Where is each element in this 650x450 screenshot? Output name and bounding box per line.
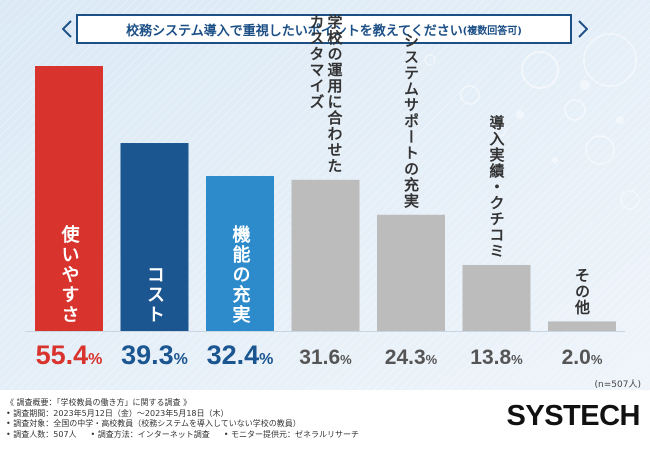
category-label-4-1: 学校の運用に合わせた — [326, 13, 344, 174]
chart-title-suffix: (複数回答可) — [462, 25, 522, 37]
footer — [0, 390, 650, 450]
category-label-1: 使いやすさ — [59, 225, 81, 325]
category-label-3: 機能の充実 — [230, 224, 251, 325]
category-label-7: その他 — [573, 267, 591, 315]
value-label-1: 55.4% — [36, 340, 103, 370]
chart-title-box: 校務システム導入で重視したいポイントを教えてください (複数回答可) — [76, 14, 572, 44]
value-label-7: 2.0% — [562, 346, 603, 369]
survey-notes: 《 調査概要：「学校教員の働き方」に関する調査 》 • 調査期間：2023年5月… — [6, 398, 359, 440]
survey-detail-row: • 調査人数：507人 • 調査方法：インターネット調査 • モニター提供元：ゼネラ… — [6, 430, 359, 441]
title-right-decoration — [578, 20, 588, 38]
bar-2 — [120, 143, 189, 331]
survey-overview: 《 調査概要：「学校教員の働き方」に関する調査 》 — [6, 398, 192, 407]
value-label-2: 39.3% — [121, 340, 188, 370]
sample-size: (n=507人) — [594, 380, 641, 390]
bar-5 — [377, 214, 445, 331]
title-left-decoration — [62, 20, 72, 38]
category-label-2: コスト — [144, 265, 165, 325]
value-label-5: 24.3% — [385, 346, 438, 369]
bar-3 — [206, 176, 274, 331]
value-label-3: 32.4% — [207, 340, 274, 370]
survey-period: • 調査期間：2023年5月12日（金）〜2023年5月18日（木） — [6, 408, 229, 418]
survey-target: • 調査対象：全国の中学・高校教員（校務システムを導入していない学校の教員） — [6, 419, 301, 428]
value-label-6: 13.8% — [470, 346, 523, 369]
bar-chart: 使いやすさ 55.4% コスト 39.3% 機能の充実 32.4% 学校の運用に合わせたカス… — [25, 13, 625, 370]
value-label-4: 31.6% — [299, 346, 352, 369]
category-label-6: 導入実績・クチコミ — [488, 114, 506, 259]
bar-4 — [291, 179, 360, 331]
systech-logo: SYSTECH — [506, 400, 641, 432]
chart-title: 校務システム導入で重視したいポイントを教えてください — [126, 23, 463, 39]
category-label-5: システムサポートの充実 — [402, 33, 420, 209]
survey-method: • 調査方法：インターネット調査 — [90, 429, 210, 439]
category-label-4-2: カスタマイズ — [308, 14, 326, 110]
survey-monitor: • モニター提供元：ゼネラルリサーチ — [223, 429, 360, 439]
bar-7 — [548, 321, 616, 331]
bar-1 — [35, 66, 103, 332]
survey-respondents: • 調査人数：507人 — [6, 429, 77, 439]
bar-6 — [462, 264, 531, 331]
